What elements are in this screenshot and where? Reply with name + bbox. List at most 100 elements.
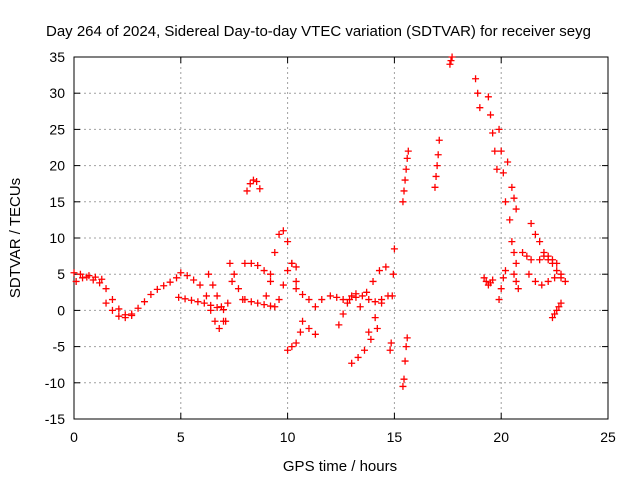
data-point (343, 299, 351, 307)
data-point (499, 169, 507, 177)
data-point (200, 299, 208, 307)
data-point (548, 314, 556, 322)
data-point (140, 298, 148, 306)
data-point (246, 180, 254, 188)
data-point (213, 292, 221, 300)
data-point (194, 298, 202, 306)
data-point (387, 339, 395, 347)
data-point (435, 136, 443, 144)
data-point (187, 296, 195, 304)
data-point (375, 267, 383, 275)
data-point (79, 274, 87, 282)
tick-labels: 0 5 10 15 20 25 -15 -10 -5 0 5 10 15 20 25 30 35 (45, 49, 616, 445)
data-point (209, 281, 217, 289)
data-point (202, 292, 210, 300)
data-point (190, 276, 198, 284)
data-point (448, 53, 456, 61)
series-trace-w (399, 147, 412, 206)
chart-title: Day 264 of 2024, Sidereal Day-to-day VTE… (46, 23, 591, 40)
y-tick-label: -10 (45, 375, 65, 391)
series-trace-ac (484, 93, 501, 173)
data-point (531, 277, 539, 285)
y-tick-label: 15 (49, 194, 65, 210)
data-point (544, 252, 552, 260)
data-point (369, 277, 377, 285)
data-point (230, 270, 238, 278)
data-point (403, 154, 411, 162)
data-point (226, 259, 234, 267)
x-axis-label: GPS time / hours (283, 458, 397, 475)
data-point (553, 267, 561, 275)
data-point (531, 230, 539, 238)
series-trace-p (299, 317, 319, 338)
data-point (482, 277, 490, 285)
data-point (487, 111, 495, 119)
data-point (253, 178, 261, 186)
series-trace-s (348, 325, 381, 367)
series-trace-v (386, 245, 398, 354)
data-point (390, 245, 398, 253)
data-point (211, 317, 219, 325)
data-point (254, 262, 262, 270)
data-point (348, 359, 356, 367)
data-point (508, 238, 516, 246)
data-point (363, 288, 371, 296)
data-point (527, 256, 535, 264)
data-point (365, 296, 373, 304)
data-point (247, 298, 255, 306)
series-trace-j (241, 296, 275, 310)
data-point (217, 303, 225, 311)
series-trace-u (365, 299, 386, 336)
data-point (401, 357, 409, 365)
data-point (497, 285, 505, 293)
series-trace-af (495, 267, 509, 304)
data-point (279, 227, 287, 235)
data-point (262, 292, 270, 300)
data-point (358, 292, 366, 300)
series-trace-an (548, 299, 565, 322)
data-point (333, 293, 341, 301)
data-point (523, 252, 531, 260)
data-point (557, 299, 565, 307)
series-trace-ab (480, 274, 497, 289)
data-point (512, 277, 520, 285)
data-point (271, 248, 279, 256)
data-point (489, 276, 497, 284)
data-point (288, 343, 296, 351)
data-point (311, 303, 319, 311)
data-point (553, 306, 561, 314)
y-tick-label: 30 (49, 85, 65, 101)
data-point (292, 263, 300, 271)
data-point (493, 165, 501, 173)
y-tick-label: -5 (53, 339, 66, 355)
data-point (510, 194, 518, 202)
data-point (525, 270, 533, 278)
data-point (335, 321, 343, 329)
series-trace-y (431, 136, 443, 191)
data-point (373, 325, 381, 332)
data-point (400, 187, 408, 195)
data-point (548, 256, 556, 264)
data-point (339, 310, 347, 318)
data-point (153, 285, 161, 293)
axis-ticks (73, 56, 609, 420)
data-point (299, 290, 307, 298)
series-trace-ag (508, 183, 520, 213)
data-point (489, 129, 497, 137)
y-axis-label: SDTVAR / TECUs (7, 178, 24, 298)
data-point (222, 317, 230, 325)
series-trace-ad (495, 125, 509, 206)
data-point (538, 281, 546, 289)
data-point (474, 89, 482, 97)
data-point (292, 277, 300, 285)
data-point (504, 158, 512, 166)
data-point (352, 290, 360, 298)
data-point (553, 259, 561, 267)
data-point (215, 325, 223, 332)
series-trace-ae (504, 158, 514, 224)
data-point (557, 270, 565, 278)
series-trace-i (243, 176, 264, 195)
data-point (434, 151, 442, 159)
data-point (501, 198, 509, 206)
data-point (72, 277, 80, 285)
